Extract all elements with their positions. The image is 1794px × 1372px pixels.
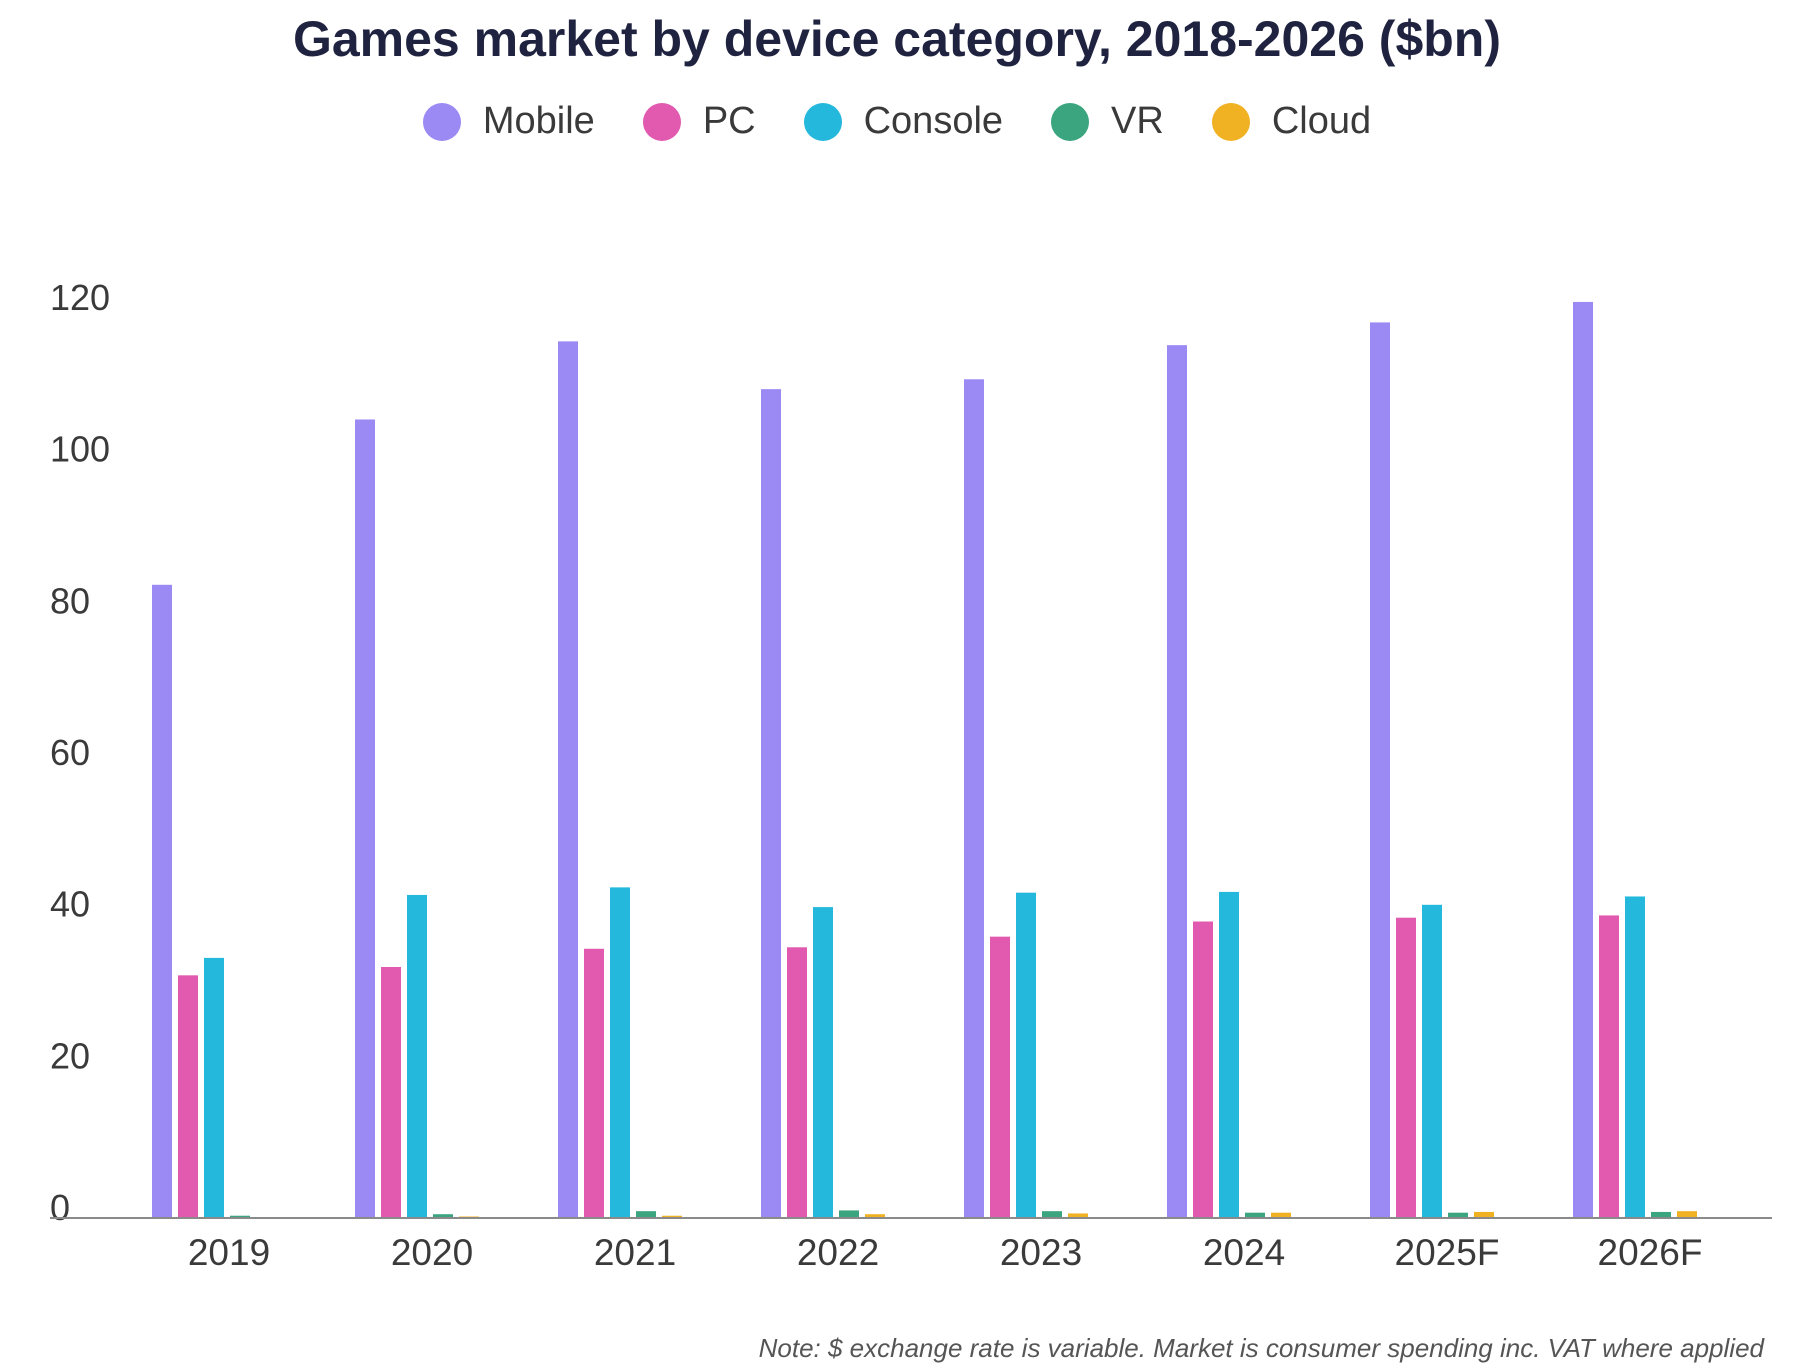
bar-console-2026f [1625,896,1645,1218]
bar-group-2021 [558,341,682,1218]
bar-mobile-2026f [1573,301,1593,1218]
x-tick-label: 2025F [1395,1232,1500,1273]
x-tick-label: 2026F [1598,1232,1703,1273]
bar-mobile-2019 [152,584,172,1218]
bar-pc-2019 [178,975,198,1218]
legend-item-cloud: Cloud [1211,100,1372,143]
bar-vr-2019 [230,1215,250,1218]
x-tick-label: 2021 [594,1232,676,1273]
y-axis-ticks: 0 20 40 60 80 100 120 [50,277,110,1228]
y-tick-label: 0 [50,1187,70,1228]
legend-label-vr: VR [1111,100,1164,142]
legend-item-mobile: Mobile [422,100,595,143]
bar-console-2025f [1422,904,1442,1218]
y-tick-label: 100 [50,429,110,470]
bar-console-2020 [407,894,427,1218]
bar-vr-2024 [1245,1212,1265,1218]
bar-cloud-2022 [865,1214,885,1218]
bar-mobile-2025f [1370,322,1390,1218]
bar-cloud-2025f [1474,1211,1494,1218]
x-tick-label: 2023 [1000,1232,1082,1273]
legend-swatch-console [803,102,842,141]
bar-mobile-2022 [761,389,781,1218]
legend-label-cloud: Cloud [1271,100,1372,142]
x-tick-label: 2022 [797,1232,879,1273]
bar-console-2024 [1219,891,1239,1218]
bar-cloud-2021 [662,1215,682,1218]
bar-group-2020 [355,419,479,1219]
chart-legend: Mobile PC Console VR Cloud [0,100,1794,143]
bar-vr-2021 [636,1211,656,1218]
y-tick-label: 20 [50,1035,90,1076]
legend-swatch-mobile [422,102,461,141]
bar-vr-2023 [1042,1211,1062,1218]
bar-console-2019 [204,957,224,1218]
bar-group-2026f [1573,301,1697,1218]
legend-swatch-pc [642,102,681,141]
bar-console-2022 [813,907,833,1218]
y-tick-label: 40 [50,884,90,925]
x-axis-ticks: 2019 2020 2021 2022 2023 2024 2025F 2026F [188,1232,1703,1273]
bar-pc-2022 [787,947,807,1218]
bar-pc-2025f [1396,917,1416,1218]
legend-item-console: Console [803,100,1004,143]
x-tick-label: 2019 [188,1232,270,1273]
legend-swatch-vr [1051,102,1090,141]
bar-console-2021 [610,887,630,1218]
bar-mobile-2021 [558,341,578,1218]
y-tick-label: 120 [50,277,110,318]
bar-console-2023 [1016,892,1036,1218]
bar-pc-2026f [1599,915,1619,1218]
legend-label-pc: PC [702,100,756,142]
bar-pc-2023 [990,936,1010,1218]
bar-mobile-2020 [355,419,375,1219]
bar-group-2024 [1167,345,1291,1218]
bar-pc-2020 [381,966,401,1218]
y-tick-label: 80 [50,580,90,621]
bar-mobile-2023 [964,379,984,1218]
legend-item-pc: PC [642,100,756,143]
bar-pc-2021 [584,948,604,1218]
legend-label-console: Console [863,100,1004,142]
bar-group-2022 [761,389,885,1218]
bar-vr-2020 [433,1214,453,1218]
footnote: Note: $ exchange rate is variable. Marke… [758,1333,1764,1363]
bar-vr-2025f [1448,1212,1468,1218]
bar-group-2025f [1370,322,1494,1218]
x-tick-label: 2020 [391,1232,473,1273]
legend-swatch-cloud [1211,102,1250,141]
bar-vr-2022 [839,1210,859,1218]
bar-pc-2024 [1193,921,1213,1218]
bar-group-2019 [152,584,276,1218]
legend-label-mobile: Mobile [482,100,595,142]
legend-item-vr: VR [1051,100,1164,143]
bar-cloud-2024 [1271,1212,1291,1218]
bar-group-2023 [964,379,1088,1218]
bar-cloud-2026f [1677,1211,1697,1218]
bar-vr-2026f [1651,1211,1671,1218]
x-tick-label: 2024 [1203,1232,1285,1273]
bar-mobile-2024 [1167,345,1187,1218]
bar-groups [152,301,1697,1219]
chart-title: Games market by device category, 2018-20… [292,11,1502,67]
y-tick-label: 60 [50,732,90,773]
bar-cloud-2023 [1068,1213,1088,1218]
